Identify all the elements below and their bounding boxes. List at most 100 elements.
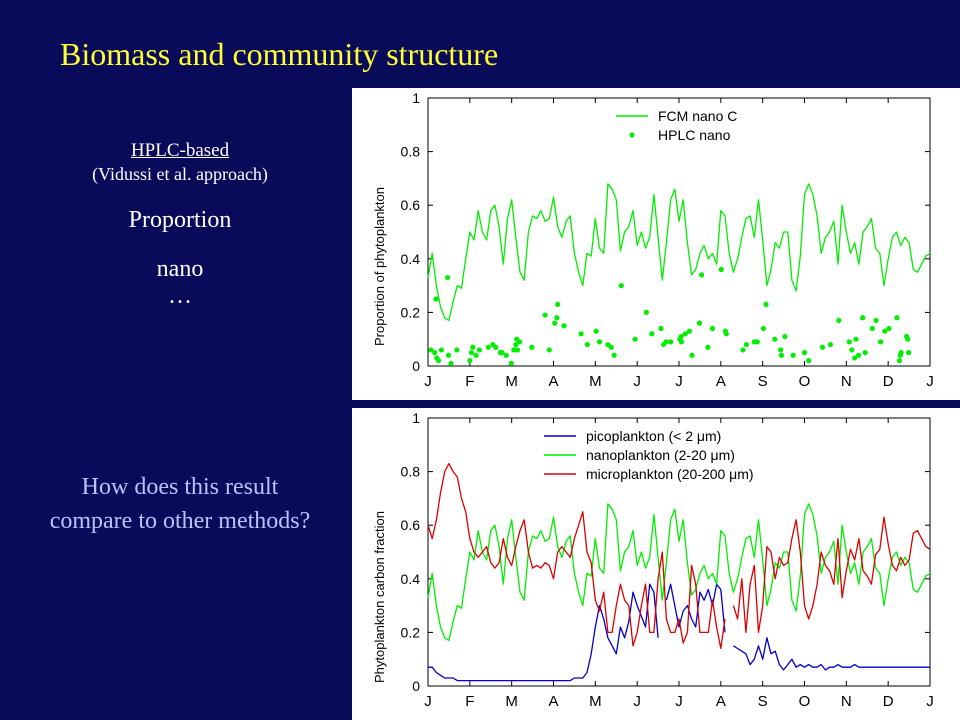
chart1-point [855,352,862,358]
chart2-xtick-label: J [926,693,934,710]
chart-proportion-panel: Proportion of phytoplankton 0 0.2 0.4 0.6 0.… [352,88,960,400]
chart2-xtick-label: A [716,693,726,710]
chart1-legend-label: HPLC nano [658,127,731,143]
chart1-point [438,347,444,353]
question-text: How does this result compare to other me… [49,474,311,534]
chart2-ytick-label: 0.6 [401,517,421,533]
ellipsis-text: … [168,283,192,309]
chart-proportion-ylabel: Proportion of phytoplankton [372,187,387,346]
chart1-point [689,352,695,358]
chart1-legend-marker [629,132,635,138]
chart1-point [852,355,858,361]
chart1-point [678,339,685,345]
chart1-point [896,358,903,364]
chart1-series-line [427,183,931,322]
chart1-point [529,344,535,350]
chart1-xtick-label: M [505,373,518,390]
chart1-point [552,320,558,326]
chart1-point [468,350,475,356]
chart1-point [898,350,904,356]
chart2-xtick-label: S [758,693,768,710]
chart2-ytick-label: 0.8 [401,464,421,480]
slide-title: Biomass and community structure [60,36,499,72]
chart1-point [503,352,509,358]
chart1-point [546,347,552,353]
chart2-xtick-label: O [799,693,811,710]
chart1-point [723,331,729,337]
chart2-xtick-label: J [633,693,641,710]
chart1-point [886,325,892,332]
chart1-ytick-label: 0.2 [401,304,421,320]
chart1-point [608,344,614,350]
chart1-point [611,352,617,358]
chart1-point [499,350,505,356]
chart1-point [467,358,473,364]
chart1-point [649,331,655,337]
chart1-point [561,323,567,329]
chart2-legend-label: picoplankton (< 2 μm) [586,428,721,444]
chart1-point [473,352,479,358]
chart1-point [743,341,749,348]
chart1-point [772,336,778,342]
chart1-point [508,360,514,366]
reference-text: (Vidussi et al. approach) [92,164,268,184]
chart1-point [873,317,879,324]
chart1-point [517,339,523,345]
chart1-point [514,347,521,353]
chart2-ytick-label: 0 [412,678,420,694]
chart1-point [836,317,842,324]
chart1-point [782,333,788,340]
chart1-point [593,328,599,334]
chart1-point [705,344,711,350]
method-label: HPLC-based [130,140,230,161]
chart1-point [445,352,452,358]
chart1-point [476,347,483,353]
chart1-legend-label: FCM nano C [658,108,737,124]
chart2-series-line [427,462,931,650]
chart1-point [882,328,888,334]
chart1-point [740,347,746,353]
chart2-xtick-label: M [589,693,602,710]
chart1-point [542,312,548,318]
nano-text: nano [156,256,204,282]
chart2-ytick-label: 0.2 [401,624,421,640]
chart1-point [778,352,785,358]
chart1-point [806,358,812,364]
proportion-text: Proportion [128,207,232,233]
chart1-point [682,331,688,337]
chart1-point [869,325,875,332]
chart1-point [618,283,624,289]
chart1-point [862,350,868,356]
chart1-point [760,325,767,332]
chart1-ytick-label: 0.4 [401,251,421,267]
chart-proportion: Proportion of phytoplankton 0 0.2 0.4 0.6 0.… [372,90,934,390]
chart1-point [827,341,834,348]
chart2-xtick-label: M [505,693,518,710]
chart1-xtick-label: M [589,373,602,390]
chart1-point [846,339,852,345]
chart1-point [718,266,724,273]
chart1-point [860,315,866,321]
chart2-xtick-label: F [465,693,474,710]
chart1-point [513,341,519,348]
chart1-point [428,347,434,353]
chart1-point [853,336,859,342]
chart1-ytick-label: 0.6 [401,197,421,213]
chart1-point [894,315,900,321]
chart1-point [778,347,784,353]
chart1-point [668,339,674,345]
chart1-xtick-label: S [758,373,768,390]
chart1-ytick-label: 0 [412,358,420,374]
chart2-xtick-label: D [883,693,894,710]
chart2-legend-label: nanoplankton (2-20 μm) [586,447,735,463]
chart1-point [554,315,560,321]
chart1-point [663,339,669,345]
chart1-point [709,325,716,332]
chart1-point [658,325,664,332]
chart2-xtick-label: A [548,693,558,710]
chart1-ytick-label: 0.8 [401,144,421,160]
chart-carbon-ylabel: Phytoplankton carbon fraction [372,511,387,683]
chart1-point [686,328,693,334]
chart1-xtick-label: A [716,373,726,390]
chart1-point [754,339,760,345]
